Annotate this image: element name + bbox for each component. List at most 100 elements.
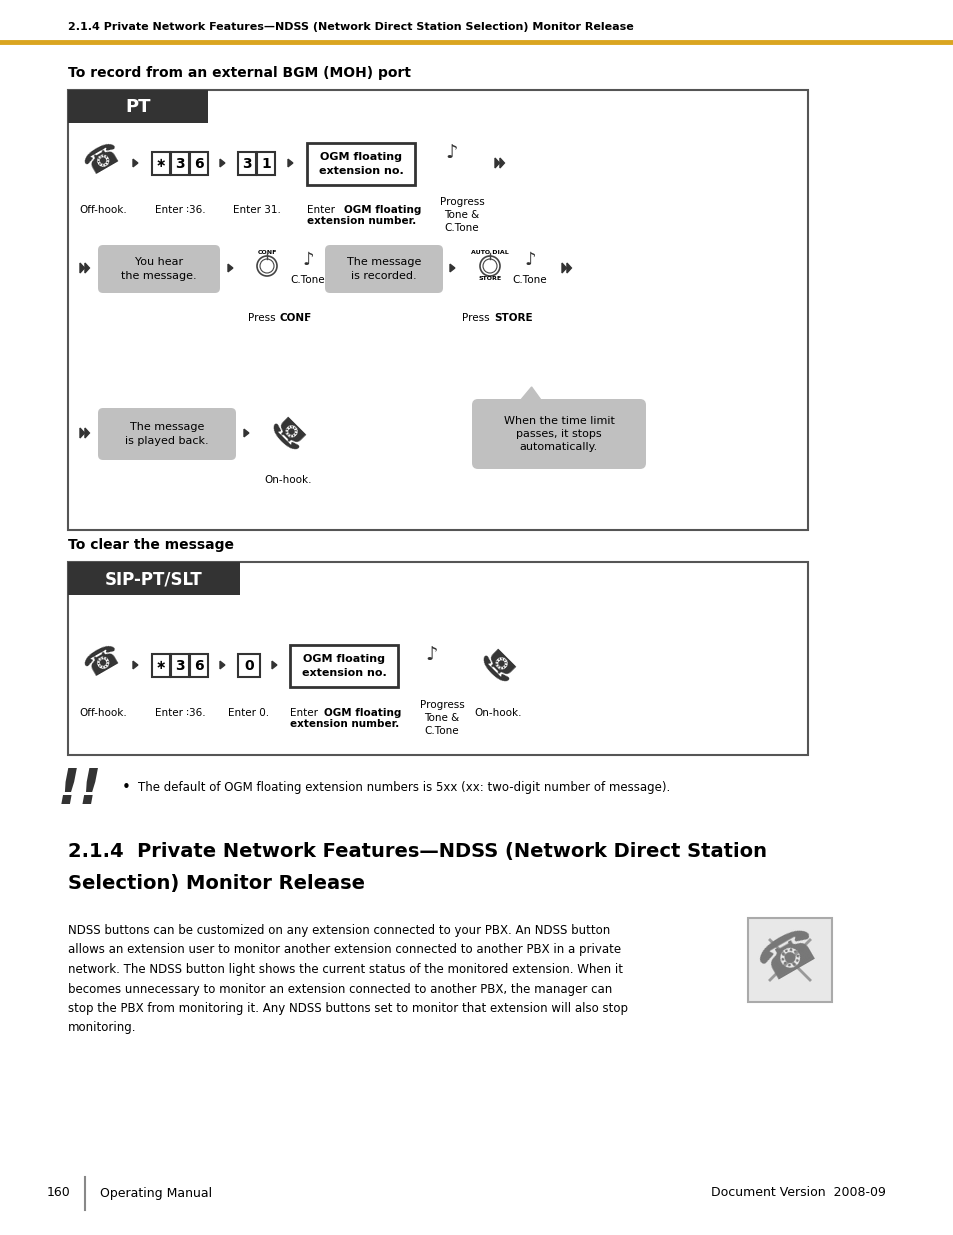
Text: The message
is recorded.: The message is recorded. — [347, 257, 420, 280]
Polygon shape — [220, 159, 225, 167]
Bar — [307, 143, 415, 185]
FancyBboxPatch shape — [98, 245, 220, 293]
Text: 2.1.4  Private Network Features—NDSS (Network Direct Station: 2.1.4 Private Network Features—NDSS (Net… — [68, 842, 766, 862]
Polygon shape — [495, 158, 499, 168]
Text: Progress
Tone &
C.Tone: Progress Tone & C.Tone — [419, 700, 464, 736]
Text: To record from an external BGM (MOH) port: To record from an external BGM (MOH) por… — [68, 65, 411, 80]
Text: Document Version  2008-09: Document Version 2008-09 — [710, 1187, 885, 1199]
Bar — [190, 152, 208, 175]
Text: Operating Manual: Operating Manual — [100, 1187, 212, 1199]
Polygon shape — [499, 158, 504, 168]
Text: .: . — [525, 312, 529, 324]
Polygon shape — [272, 661, 276, 669]
Text: Off-hook.: Off-hook. — [79, 708, 127, 718]
Bar — [68, 90, 807, 530]
Text: 3: 3 — [175, 157, 185, 170]
Text: STORE: STORE — [478, 277, 501, 282]
Text: To clear the message: To clear the message — [68, 538, 233, 552]
Bar — [68, 90, 208, 124]
Polygon shape — [517, 387, 544, 405]
Text: ☎: ☎ — [750, 919, 828, 992]
Text: ♪: ♪ — [302, 251, 314, 269]
Polygon shape — [132, 661, 138, 669]
Text: OGM floating
extension no.: OGM floating extension no. — [318, 152, 403, 175]
Polygon shape — [80, 263, 85, 273]
Bar — [152, 152, 170, 175]
Polygon shape — [80, 429, 85, 438]
Polygon shape — [85, 263, 90, 273]
Bar — [68, 562, 807, 755]
Text: The default of OGM floating extension numbers is 5xx (xx: two-digit number of me: The default of OGM floating extension nu… — [138, 781, 670, 794]
Text: Press: Press — [248, 312, 278, 324]
Text: !!: !! — [58, 766, 102, 814]
Text: ♪: ♪ — [524, 251, 536, 269]
Text: Enter 0.: Enter 0. — [228, 708, 270, 718]
Text: 6: 6 — [194, 157, 204, 170]
Text: •: • — [122, 779, 131, 794]
Bar — [152, 655, 170, 677]
Text: ∗: ∗ — [155, 659, 166, 672]
Text: 2.1.4 Private Network Features—NDSS (Network Direct Station Selection) Monitor R: 2.1.4 Private Network Features—NDSS (Net… — [68, 22, 633, 32]
Text: .: . — [306, 312, 309, 324]
Text: The message
is played back.: The message is played back. — [125, 422, 209, 446]
Text: Press: Press — [461, 312, 493, 324]
Text: Selection) Monitor Release: Selection) Monitor Release — [68, 874, 365, 893]
Polygon shape — [85, 429, 90, 438]
Bar — [237, 152, 255, 175]
Text: STORE: STORE — [494, 312, 532, 324]
Text: ♪: ♪ — [445, 143, 457, 163]
Text: 3: 3 — [242, 157, 252, 170]
Text: Enter: Enter — [307, 205, 338, 215]
Bar — [171, 152, 189, 175]
Polygon shape — [220, 661, 225, 669]
Text: extension number.: extension number. — [307, 216, 416, 226]
Text: Off-hook.: Off-hook. — [79, 205, 127, 215]
Text: CONF: CONF — [280, 312, 312, 324]
Bar — [171, 655, 189, 677]
Text: extension number.: extension number. — [290, 719, 399, 729]
Text: ☎: ☎ — [474, 637, 521, 684]
Polygon shape — [566, 263, 571, 273]
Text: Enter 31.: Enter 31. — [233, 205, 280, 215]
FancyBboxPatch shape — [98, 408, 235, 459]
Text: 1: 1 — [261, 157, 271, 170]
FancyBboxPatch shape — [472, 399, 645, 469]
Text: ∗: ∗ — [155, 157, 166, 170]
Bar — [256, 152, 274, 175]
Text: PT: PT — [125, 98, 151, 116]
Text: You hear
the message.: You hear the message. — [121, 257, 196, 280]
Text: OGM floating: OGM floating — [324, 708, 401, 718]
Polygon shape — [132, 159, 138, 167]
Text: ♪: ♪ — [425, 646, 437, 664]
Circle shape — [256, 256, 276, 275]
Bar — [68, 562, 240, 595]
Bar — [190, 655, 208, 677]
Text: 3: 3 — [175, 658, 185, 673]
Bar — [747, 918, 831, 1002]
Text: ☎: ☎ — [264, 405, 312, 453]
Text: 160: 160 — [46, 1187, 70, 1199]
Text: On-hook.: On-hook. — [474, 708, 521, 718]
Text: Enter ∶36.: Enter ∶36. — [154, 205, 205, 215]
Text: C.Tone: C.Tone — [512, 275, 547, 285]
Text: OGM floating
extension no.: OGM floating extension no. — [301, 655, 386, 678]
Text: OGM floating: OGM floating — [344, 205, 421, 215]
Text: ☎: ☎ — [79, 638, 127, 683]
Bar — [237, 655, 260, 677]
Polygon shape — [244, 429, 249, 437]
Text: Enter ∶36.: Enter ∶36. — [154, 708, 205, 718]
Bar — [290, 645, 397, 687]
Text: Enter: Enter — [290, 708, 321, 718]
Text: 6: 6 — [194, 658, 204, 673]
Polygon shape — [561, 263, 566, 273]
Circle shape — [479, 256, 499, 275]
Text: SIP-PT/SLT: SIP-PT/SLT — [105, 571, 203, 588]
Text: C.Tone: C.Tone — [291, 275, 325, 285]
Text: On-hook.: On-hook. — [264, 475, 312, 485]
Text: When the time limit
passes, it stops
automatically.: When the time limit passes, it stops aut… — [503, 416, 614, 452]
Polygon shape — [288, 159, 293, 167]
Text: Progress
Tone &
C.Tone: Progress Tone & C.Tone — [439, 196, 484, 233]
Text: NDSS buttons can be customized on any extension connected to your PBX. An NDSS b: NDSS buttons can be customized on any ex… — [68, 924, 627, 1035]
Polygon shape — [450, 264, 455, 272]
Polygon shape — [228, 264, 233, 272]
